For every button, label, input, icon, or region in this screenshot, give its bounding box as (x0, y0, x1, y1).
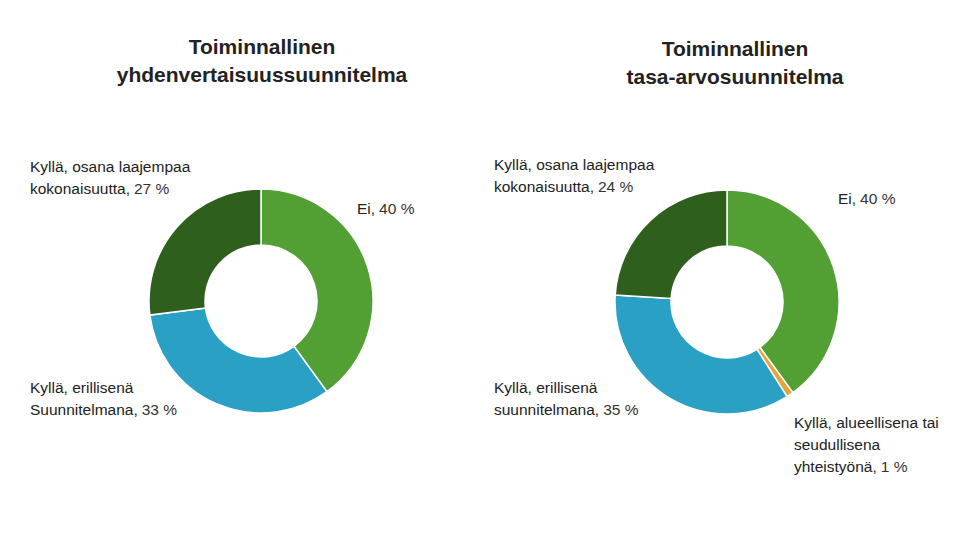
chart-0: Toiminnallinen yhdenvertaisuussuunnitelma… (30, 35, 415, 418)
slice-label: Kyllä, erillisenä Suunnitelmana,33 % (30, 379, 177, 418)
donut (149, 189, 373, 413)
slice-label: Kyllä, osana laajempaa kokonaisuutta,24 % (494, 156, 655, 195)
chart-title: Toiminnallinen tasa-arvosuunnitelma (626, 37, 843, 88)
label-line: Suunnitelmana, (30, 401, 138, 418)
value-label: 1 % (881, 458, 908, 475)
label-line: kokonaisuutta, (494, 178, 594, 195)
donut (615, 190, 839, 414)
label-line: Ei, (838, 190, 856, 207)
chart-canvas: Toiminnallinen yhdenvertaisuussuunnitelma… (0, 0, 970, 546)
label-line: Ei, (357, 200, 375, 217)
label-line: suunnitelmana, (494, 401, 599, 418)
slice-label: Ei,40 % (357, 200, 415, 217)
label-line: Kyllä, osana laajempaa (494, 156, 655, 173)
label-line: Kyllä, osana laajempaa (30, 158, 191, 175)
label-line: Kyllä, erillisenä (30, 379, 134, 396)
title-line: Toiminnallinen (662, 37, 809, 60)
label-line: kokonaisuutta, (30, 180, 130, 197)
title-line: Toiminnallinen (189, 35, 336, 58)
chart-title: Toiminnallinen yhdenvertaisuussuunnitelma (117, 35, 408, 86)
chart-1: Toiminnallinen tasa-arvosuunnitelma Ei,40 … (494, 37, 939, 475)
slice-label: Kyllä, erillisenä suunnitelmana,35 % (494, 379, 639, 418)
label-line: Kyllä, erillisenä (494, 379, 598, 396)
value-label: 24 % (598, 178, 634, 195)
label-line: yhteistyönä, (794, 458, 877, 475)
title-line: yhdenvertaisuussuunnitelma (117, 63, 408, 86)
slice (149, 189, 261, 315)
slice-label: Kyllä, osana laajempaa kokonaisuutta,27 % (30, 158, 191, 197)
label-line: Kyllä, alueellisena tai (794, 414, 939, 431)
value-label: 27 % (134, 180, 170, 197)
value-label: 40 % (860, 190, 896, 207)
value-label: 35 % (603, 401, 639, 418)
slice-label: Ei,40 % (838, 190, 896, 207)
slice (615, 190, 727, 298)
label-line: seudullisena (794, 436, 881, 453)
slice (615, 295, 787, 414)
slice-label: Kyllä, alueellisena tai seudullisena yhtei… (794, 414, 939, 475)
title-line: tasa-arvosuunnitelma (626, 65, 843, 88)
value-label: 33 % (142, 401, 178, 418)
value-label: 40 % (379, 200, 415, 217)
slice (150, 308, 327, 413)
